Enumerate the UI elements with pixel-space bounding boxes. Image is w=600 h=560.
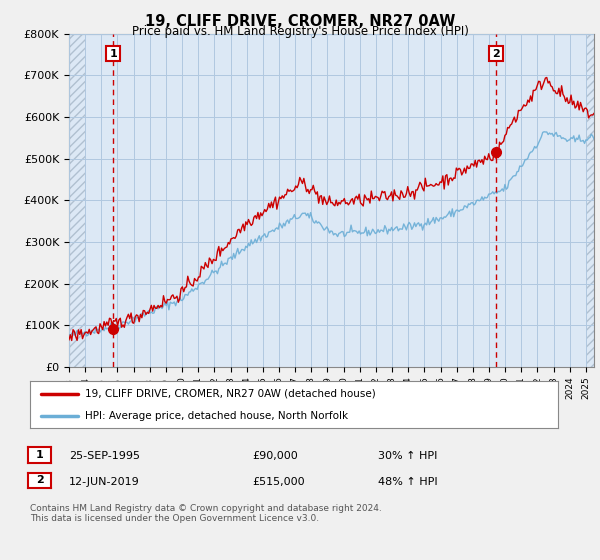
Text: HPI: Average price, detached house, North Norfolk: HPI: Average price, detached house, Nort… xyxy=(85,410,349,421)
Text: 2: 2 xyxy=(492,49,500,59)
Text: 25-SEP-1995: 25-SEP-1995 xyxy=(69,451,140,461)
Text: 12-JUN-2019: 12-JUN-2019 xyxy=(69,477,140,487)
Bar xyxy=(69,34,85,367)
Text: 48% ↑ HPI: 48% ↑ HPI xyxy=(378,477,437,487)
Text: Contains HM Land Registry data © Crown copyright and database right 2024.
This d: Contains HM Land Registry data © Crown c… xyxy=(30,504,382,524)
Text: 1: 1 xyxy=(109,49,117,59)
Text: 2: 2 xyxy=(36,475,43,486)
Text: £515,000: £515,000 xyxy=(252,477,305,487)
Bar xyxy=(586,34,594,367)
Text: 1: 1 xyxy=(36,450,43,460)
Text: £90,000: £90,000 xyxy=(252,451,298,461)
Text: 19, CLIFF DRIVE, CROMER, NR27 0AW (detached house): 19, CLIFF DRIVE, CROMER, NR27 0AW (detac… xyxy=(85,389,376,399)
Text: 30% ↑ HPI: 30% ↑ HPI xyxy=(378,451,437,461)
Text: Price paid vs. HM Land Registry's House Price Index (HPI): Price paid vs. HM Land Registry's House … xyxy=(131,25,469,38)
Text: 19, CLIFF DRIVE, CROMER, NR27 0AW: 19, CLIFF DRIVE, CROMER, NR27 0AW xyxy=(145,14,455,29)
